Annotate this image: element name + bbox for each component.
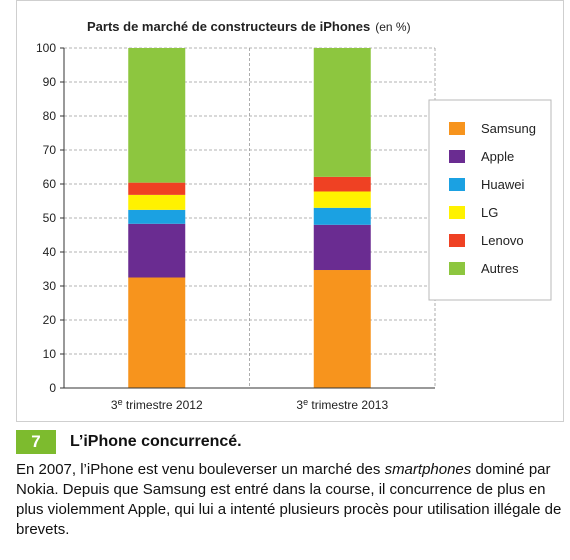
legend-swatch-lg — [449, 206, 465, 219]
legend-swatch-samsung — [449, 122, 465, 135]
category-label: 3e trimestre 2013 — [296, 397, 388, 412]
bar-segment-samsung — [313, 270, 371, 388]
bar-segment-huawei — [313, 207, 371, 225]
bar-segment-lenovo — [128, 182, 186, 195]
caption-number-badge: 7 — [16, 430, 56, 454]
chart-figure: Parts de marché de constructeurs de iPho… — [16, 0, 564, 422]
caption-text: En 2007, l’iPhone est venu bouleverser u… — [16, 460, 564, 540]
legend-label-lenovo: Lenovo — [481, 233, 524, 248]
bar-segment-apple — [313, 224, 371, 271]
legend-label-lg: LG — [481, 205, 498, 220]
legend-label-huawei: Huawei — [481, 177, 524, 192]
y-tick-label: 100 — [36, 41, 56, 55]
y-tick-label: 0 — [49, 381, 56, 395]
category-label: 3e trimestre 2012 — [111, 397, 203, 412]
y-tick-label: 60 — [43, 177, 57, 191]
y-tick-label: 10 — [43, 347, 57, 361]
legend-label-autres: Autres — [481, 261, 519, 276]
y-tick-label: 70 — [43, 143, 57, 157]
bar-segment-lg — [313, 191, 371, 208]
y-tick-label: 50 — [43, 211, 57, 225]
caption-title: L’iPhone concurrencé. — [70, 433, 242, 450]
legend-label-samsung: Samsung — [481, 121, 536, 136]
chart-title-main: Parts de marché de constructeurs de iPho… — [87, 19, 370, 34]
bar-segment-lenovo — [313, 176, 371, 192]
bar-segment-huawei — [128, 209, 186, 224]
legend-swatch-autres — [449, 262, 465, 275]
bars — [128, 48, 371, 388]
bar-segment-lg — [128, 194, 186, 210]
y-tick-label: 40 — [43, 245, 57, 259]
stacked-bar-chart: Parts de marché de constructeurs de iPho… — [36, 19, 552, 412]
chart-title-unit: (en %) — [375, 20, 410, 34]
bar-segment-samsung — [128, 277, 186, 388]
axes: 0 10 20 30 40 50 60 70 80 90 100 3e trimestre 2012 3… — [36, 41, 435, 412]
grid — [64, 47, 436, 388]
caption-text-emphasis: smartphones — [384, 461, 472, 478]
caption-text-end: dominé par Nokia. Depuis que Samsung est… — [16, 461, 562, 538]
caption-heading: 7 L’iPhone concurrencé. — [16, 430, 242, 454]
chart-title: Parts de marché de constructeurs de iPho… — [87, 19, 411, 34]
y-tick-label: 90 — [43, 75, 57, 89]
legend-label-apple: Apple — [481, 149, 514, 164]
y-tick-label: 30 — [43, 279, 57, 293]
legend-swatch-apple — [449, 150, 465, 163]
bar-segment-apple — [128, 223, 186, 278]
caption-text-start: En 2007, l’iPhone est venu bouleverser u… — [16, 461, 385, 478]
legend: Samsung Apple Huawei LG Lenovo Autres — [428, 99, 552, 301]
legend-swatch-lenovo — [449, 234, 465, 247]
y-tick-label: 80 — [43, 109, 57, 123]
bar-segment-autres — [313, 48, 371, 177]
bar-segment-autres — [128, 48, 186, 183]
legend-swatch-huawei — [449, 178, 465, 191]
y-tick-label: 20 — [43, 313, 57, 327]
